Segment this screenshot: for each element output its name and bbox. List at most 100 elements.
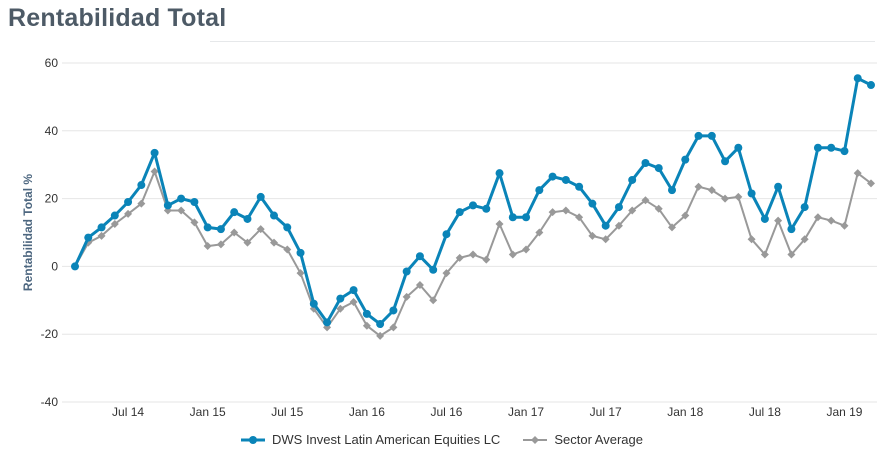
- sector-data-point: [203, 242, 212, 251]
- legend-label: Sector Average: [554, 432, 643, 447]
- fund-data-point: [628, 175, 637, 184]
- sector-data-point: [508, 250, 517, 259]
- y-axis-label: Rentabilidad Total %: [21, 174, 35, 291]
- y-tick-label: 40: [45, 124, 59, 138]
- fund-data-point: [561, 175, 570, 184]
- sector-data-point: [442, 269, 451, 278]
- sector-data-point: [110, 220, 119, 229]
- fund-data-point: [429, 265, 438, 274]
- sector-data-point: [588, 231, 597, 240]
- sector-data-point: [177, 206, 186, 215]
- sector-data-point: [296, 269, 305, 278]
- sector-data-point: [614, 221, 623, 230]
- fund-data-point: [495, 169, 504, 178]
- sector-data-point: [243, 238, 252, 247]
- fund-data-point: [150, 148, 159, 157]
- sector-data-point: [150, 167, 159, 176]
- fund-data-point: [256, 192, 265, 201]
- fund-data-point: [309, 299, 318, 308]
- sector-data-point: [575, 213, 584, 222]
- x-tick-label: Jan 16: [349, 405, 385, 419]
- legend-label: DWS Invest Latin American Equities LC: [272, 432, 501, 447]
- sector-data-point: [283, 245, 292, 254]
- fund-data-point: [641, 159, 650, 168]
- fund-data-point: [774, 182, 783, 191]
- sector-data-point: [349, 297, 358, 306]
- fund-data-point: [71, 262, 79, 271]
- fund-data-point: [230, 208, 239, 217]
- sector-data-point: [415, 281, 424, 290]
- y-tick-label: 60: [45, 56, 59, 70]
- fund-data-point: [614, 203, 623, 212]
- y-tick-label: -20: [41, 327, 59, 341]
- sector-data-point: [469, 250, 477, 259]
- fund-data-point: [601, 221, 610, 230]
- fund-data-point: [840, 147, 849, 156]
- sector-data-point: [867, 179, 875, 188]
- fund-data-point: [853, 74, 862, 83]
- sector-data-point: [495, 220, 504, 229]
- legend-marker: [531, 435, 540, 444]
- title-divider: [210, 41, 875, 42]
- x-tick-label: Jan 19: [826, 405, 862, 419]
- fund-data-point: [827, 143, 836, 152]
- fund-data-point: [163, 201, 172, 210]
- sector-data-point: [124, 209, 133, 218]
- sector-data-point: [482, 255, 491, 264]
- sector-data-point: [853, 169, 862, 178]
- fund-data-point: [415, 252, 424, 261]
- x-tick-label: Jul 16: [430, 405, 462, 419]
- fund-data-point: [747, 189, 756, 198]
- sector-data-point: [827, 216, 836, 225]
- fund-data-point: [110, 211, 119, 220]
- sector-data-point: [628, 206, 637, 215]
- fund-data-point: [216, 225, 225, 234]
- sector-data-point: [668, 223, 676, 232]
- sector-data-point: [641, 196, 650, 205]
- legend-item-sector[interactable]: Sector Average: [522, 432, 643, 447]
- sector-data-point: [787, 250, 796, 259]
- fund-data-point: [323, 318, 332, 327]
- y-tick-label: -40: [41, 395, 59, 409]
- fund-data-point: [469, 201, 477, 210]
- x-tick-label: Jul 15: [271, 405, 303, 419]
- sector-data-point: [256, 225, 265, 234]
- sector-data-point: [813, 213, 822, 222]
- y-tick-label: 20: [45, 192, 59, 206]
- sector-data-point: [681, 211, 690, 220]
- fund-data-point: [402, 267, 411, 276]
- legend-item-fund[interactable]: DWS Invest Latin American Equities LC: [240, 432, 500, 447]
- sector-data-point: [734, 192, 743, 201]
- x-tick-label: Jan 15: [190, 405, 226, 419]
- sector-data-point: [376, 331, 385, 340]
- fund-data-point: [522, 213, 531, 222]
- fund-data-point: [787, 225, 796, 234]
- fund-data-point: [442, 230, 451, 239]
- fund-data-point: [376, 320, 385, 329]
- fund-data-point: [654, 164, 663, 173]
- fund-data-point: [84, 233, 93, 242]
- sector-data-point: [402, 292, 411, 301]
- x-tick-label: Jan 18: [667, 405, 703, 419]
- sector-data-point: [270, 238, 278, 247]
- x-tick-label: Jul 18: [749, 405, 781, 419]
- fund-data-point: [137, 181, 146, 190]
- sector-data-point: [455, 253, 464, 262]
- legend-diamond-icon: [523, 435, 548, 444]
- sector-data-point: [774, 216, 783, 225]
- sector-data-point: [760, 250, 769, 259]
- fund-data-point: [389, 306, 398, 315]
- fund-data-point: [548, 172, 557, 181]
- sector-data-point: [654, 204, 663, 213]
- fund-data-point: [734, 143, 743, 152]
- sector-data-point: [429, 296, 438, 305]
- sector-data-point: [694, 182, 703, 191]
- fund-data-point: [97, 223, 106, 232]
- fund-data-point: [800, 203, 809, 212]
- sector-data-point: [721, 194, 730, 203]
- fund-data-point: [721, 157, 730, 166]
- fund-data-point: [243, 214, 252, 223]
- x-tick-label: Jul 14: [112, 405, 144, 419]
- fund-data-point: [190, 197, 199, 206]
- y-tick-label: 0: [51, 259, 58, 273]
